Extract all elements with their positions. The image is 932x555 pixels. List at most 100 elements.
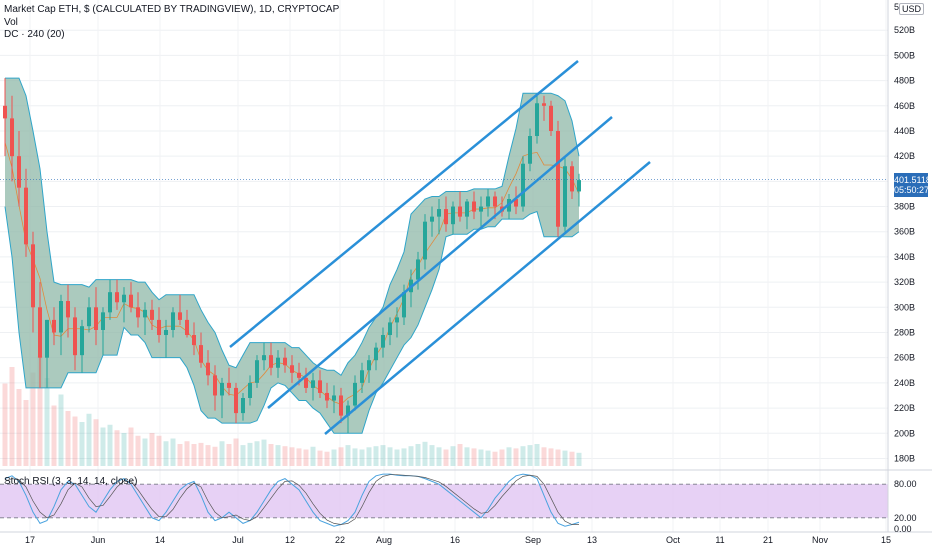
y-tick-label: 280B bbox=[894, 327, 915, 337]
volume-bar bbox=[310, 446, 316, 466]
candles-layer bbox=[3, 78, 581, 434]
candle-body bbox=[332, 395, 336, 401]
y-tick-label: 200B bbox=[894, 428, 915, 438]
volume-legend: Vol bbox=[4, 17, 18, 28]
candle-body bbox=[31, 244, 35, 308]
y-tick-label: 460B bbox=[894, 101, 915, 111]
volume-bar bbox=[555, 449, 561, 466]
currency-badge[interactable]: USD bbox=[898, 3, 924, 15]
current-price-tag: 401.5118 05:50:27 bbox=[894, 173, 931, 197]
volume-bar bbox=[240, 445, 246, 466]
candle-body bbox=[430, 216, 434, 222]
stoch-rsi-tick-label: 20.00 bbox=[894, 513, 917, 523]
candle-body bbox=[437, 209, 441, 217]
volume-bar bbox=[233, 438, 239, 466]
volume-bar bbox=[569, 451, 575, 466]
x-tick-label: Aug bbox=[376, 535, 392, 545]
volume-bar bbox=[352, 448, 358, 466]
candle-body bbox=[283, 357, 287, 366]
candle-body bbox=[444, 209, 448, 225]
candle-body bbox=[451, 206, 455, 225]
donchian-lower-line bbox=[4, 206, 580, 434]
volume-bar bbox=[114, 430, 120, 466]
candle-body bbox=[213, 375, 217, 396]
candle-body bbox=[150, 309, 154, 320]
trend-channel-line[interactable] bbox=[267, 116, 613, 409]
volume-bar bbox=[380, 445, 386, 466]
volume-bar bbox=[471, 448, 477, 466]
candle-body bbox=[269, 355, 273, 368]
candle-body bbox=[171, 312, 175, 330]
candle-body bbox=[479, 206, 483, 212]
volume-bar bbox=[268, 444, 274, 466]
candle-body bbox=[248, 382, 252, 398]
volume-bar bbox=[359, 449, 365, 466]
current-price-value: 401.5118 bbox=[894, 175, 931, 185]
candle-body bbox=[297, 372, 301, 378]
candle-body bbox=[395, 317, 399, 323]
candle-body bbox=[318, 380, 322, 393]
volume-bar bbox=[450, 446, 456, 466]
candle-body bbox=[486, 196, 490, 207]
trend-channel-layer[interactable] bbox=[229, 60, 651, 435]
candle-body bbox=[493, 196, 497, 207]
volume-bar bbox=[23, 400, 29, 466]
volume-bar bbox=[9, 367, 15, 466]
candle-body bbox=[199, 345, 203, 363]
candle-body bbox=[185, 319, 189, 336]
x-tick-label: Sep bbox=[525, 535, 541, 545]
y-tick-label: 300B bbox=[894, 302, 915, 312]
y-tick-label: 180B bbox=[894, 453, 915, 463]
dc-legend: DC · 240 (20) bbox=[4, 29, 65, 40]
volume-bar bbox=[464, 447, 470, 466]
candle-body bbox=[227, 382, 231, 388]
candle-body bbox=[101, 312, 105, 330]
y-tick-label: 520B bbox=[894, 25, 915, 35]
y-tick-label: 220B bbox=[894, 403, 915, 413]
volume-bar bbox=[177, 444, 183, 466]
volume-bar bbox=[485, 450, 491, 466]
volume-bar bbox=[282, 446, 288, 466]
volume-bar bbox=[366, 447, 372, 466]
candle-body bbox=[346, 405, 350, 416]
trend-channel-line[interactable] bbox=[324, 161, 651, 435]
candle-body bbox=[129, 294, 133, 308]
trend-channel-line[interactable] bbox=[229, 60, 579, 348]
volume-bar bbox=[254, 441, 260, 466]
volume-bar bbox=[520, 446, 526, 466]
volume-bar bbox=[30, 372, 36, 466]
volume-bar bbox=[422, 441, 428, 466]
volume-bar bbox=[128, 427, 134, 466]
volume-bar bbox=[79, 422, 85, 466]
candle-body bbox=[52, 319, 56, 333]
candle-body bbox=[59, 301, 63, 333]
volume-bar bbox=[429, 445, 435, 466]
candle-body bbox=[157, 319, 161, 336]
volume-bar bbox=[436, 447, 442, 466]
x-tick-label: 13 bbox=[587, 535, 597, 545]
x-tick-label: 12 bbox=[285, 535, 295, 545]
candle-body bbox=[87, 307, 91, 327]
volume-bar bbox=[541, 447, 547, 466]
volume-bar bbox=[576, 452, 582, 466]
volume-bar bbox=[345, 445, 351, 466]
candle-body bbox=[45, 319, 49, 358]
volume-bar bbox=[184, 441, 190, 466]
stoch-rsi-d-line bbox=[4, 474, 579, 525]
volume-bar bbox=[135, 435, 141, 466]
volume-bar bbox=[527, 445, 533, 466]
candle-body bbox=[325, 392, 329, 401]
y-tick-label: 440B bbox=[894, 126, 915, 136]
candle-body bbox=[178, 312, 182, 320]
stoch-rsi-legend: Stoch RSI (3, 3, 14, 14, close) bbox=[4, 476, 138, 487]
stoch-rsi-tick-label: 0.00 bbox=[894, 524, 912, 534]
volume-bar bbox=[261, 439, 267, 466]
y-tick-label: 380B bbox=[894, 202, 915, 212]
candle-body bbox=[94, 307, 98, 330]
candle-body bbox=[535, 103, 539, 137]
volume-bar bbox=[100, 427, 106, 466]
y-tick-label: 340B bbox=[894, 252, 915, 262]
candle-body bbox=[577, 180, 581, 192]
